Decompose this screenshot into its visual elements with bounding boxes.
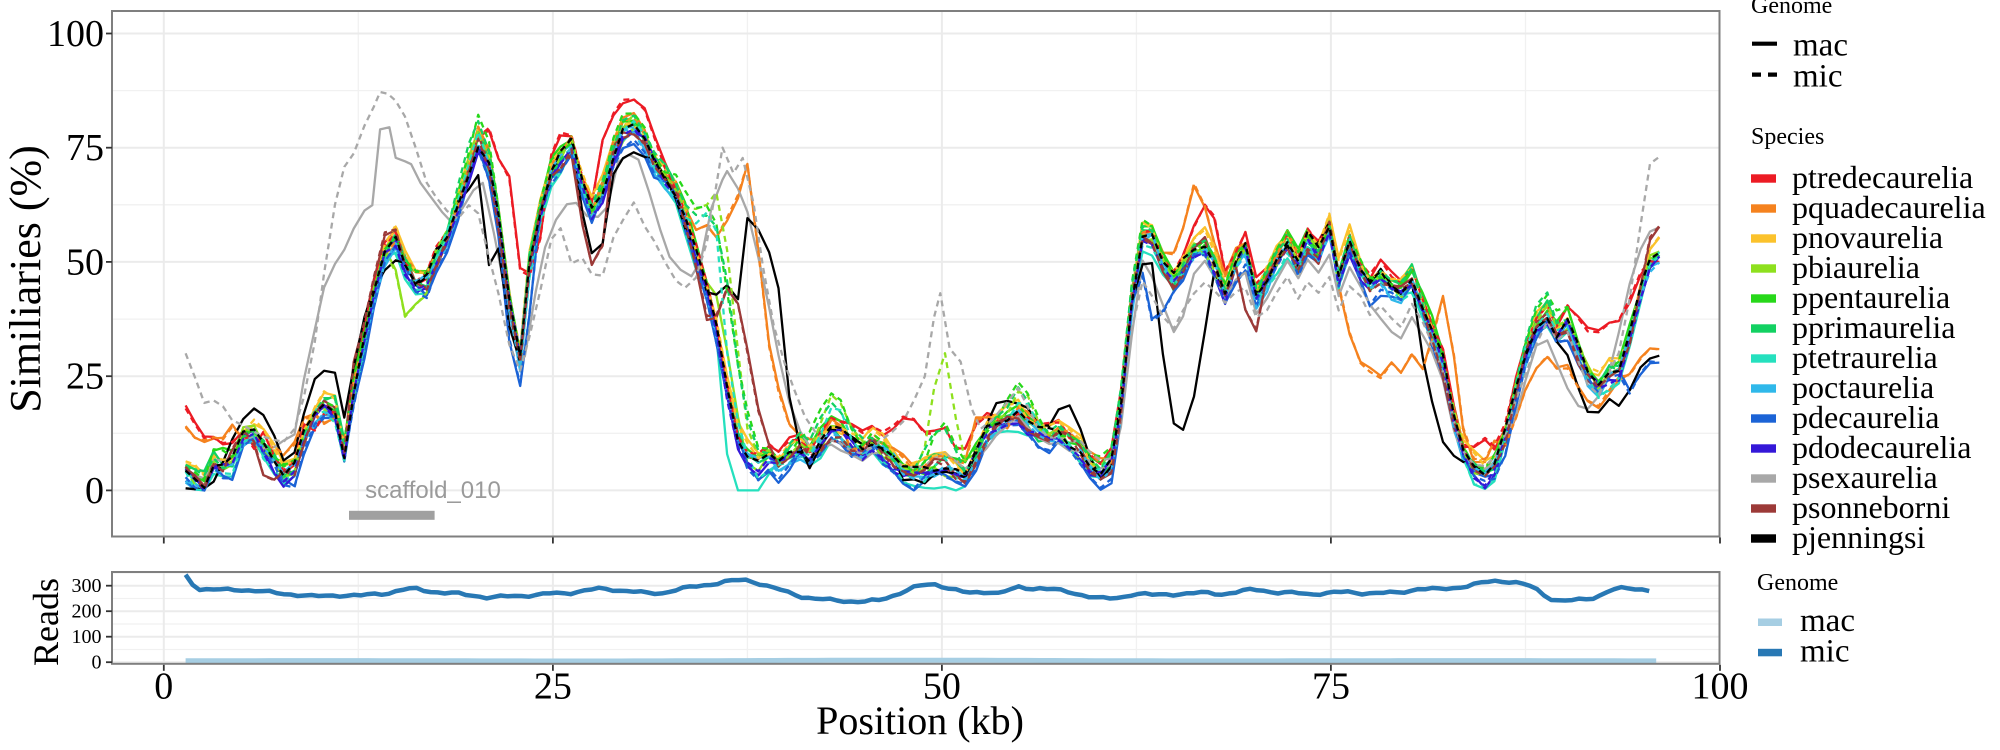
svg-text:50: 50: [66, 241, 104, 283]
svg-text:mac: mac: [1800, 603, 1855, 639]
svg-text:pprimaurelia: pprimaurelia: [1792, 309, 1955, 345]
svg-text:100: 100: [72, 626, 102, 648]
svg-text:mic: mic: [1800, 633, 1849, 669]
svg-text:Genome: Genome: [1751, 0, 1832, 19]
svg-text:pnovaurelia: pnovaurelia: [1792, 219, 1943, 255]
svg-text:scaffold_010: scaffold_010: [365, 477, 501, 504]
svg-text:mic: mic: [1793, 58, 1842, 94]
svg-text:pdodecaurelia: pdodecaurelia: [1792, 429, 1971, 465]
svg-text:Reads: Reads: [26, 578, 66, 666]
svg-text:75: 75: [66, 127, 104, 169]
svg-text:ptredecaurelia: ptredecaurelia: [1792, 159, 1973, 195]
svg-text:Position (kb): Position (kb): [816, 698, 1024, 743]
svg-text:0: 0: [85, 470, 104, 512]
svg-text:50: 50: [923, 666, 961, 708]
svg-text:25: 25: [66, 356, 104, 398]
svg-text:0: 0: [92, 652, 102, 674]
svg-text:pbiaurelia: pbiaurelia: [1792, 249, 1920, 285]
svg-text:pquadecaurelia: pquadecaurelia: [1792, 189, 1986, 225]
svg-text:25: 25: [534, 666, 572, 708]
svg-text:Genome: Genome: [1757, 570, 1838, 596]
svg-text:200: 200: [72, 601, 102, 623]
svg-text:ppentaurelia: ppentaurelia: [1792, 279, 1950, 315]
svg-text:psonneborni: psonneborni: [1792, 489, 1950, 525]
svg-text:100: 100: [47, 13, 104, 55]
svg-text:300: 300: [72, 575, 102, 597]
svg-text:pjenningsi: pjenningsi: [1792, 519, 1925, 555]
svg-text:100: 100: [1692, 666, 1749, 708]
svg-text:pdecaurelia: pdecaurelia: [1792, 399, 1939, 435]
svg-text:poctaurelia: poctaurelia: [1792, 369, 1934, 405]
svg-text:0: 0: [154, 666, 173, 708]
svg-text:psexaurelia: psexaurelia: [1792, 459, 1938, 495]
svg-text:Species: Species: [1751, 124, 1824, 150]
svg-text:ptetraurelia: ptetraurelia: [1792, 339, 1938, 375]
svg-text:75: 75: [1312, 666, 1350, 708]
svg-text:mac: mac: [1793, 27, 1848, 63]
svg-text:Similiaries (%): Similiaries (%): [1, 145, 50, 413]
